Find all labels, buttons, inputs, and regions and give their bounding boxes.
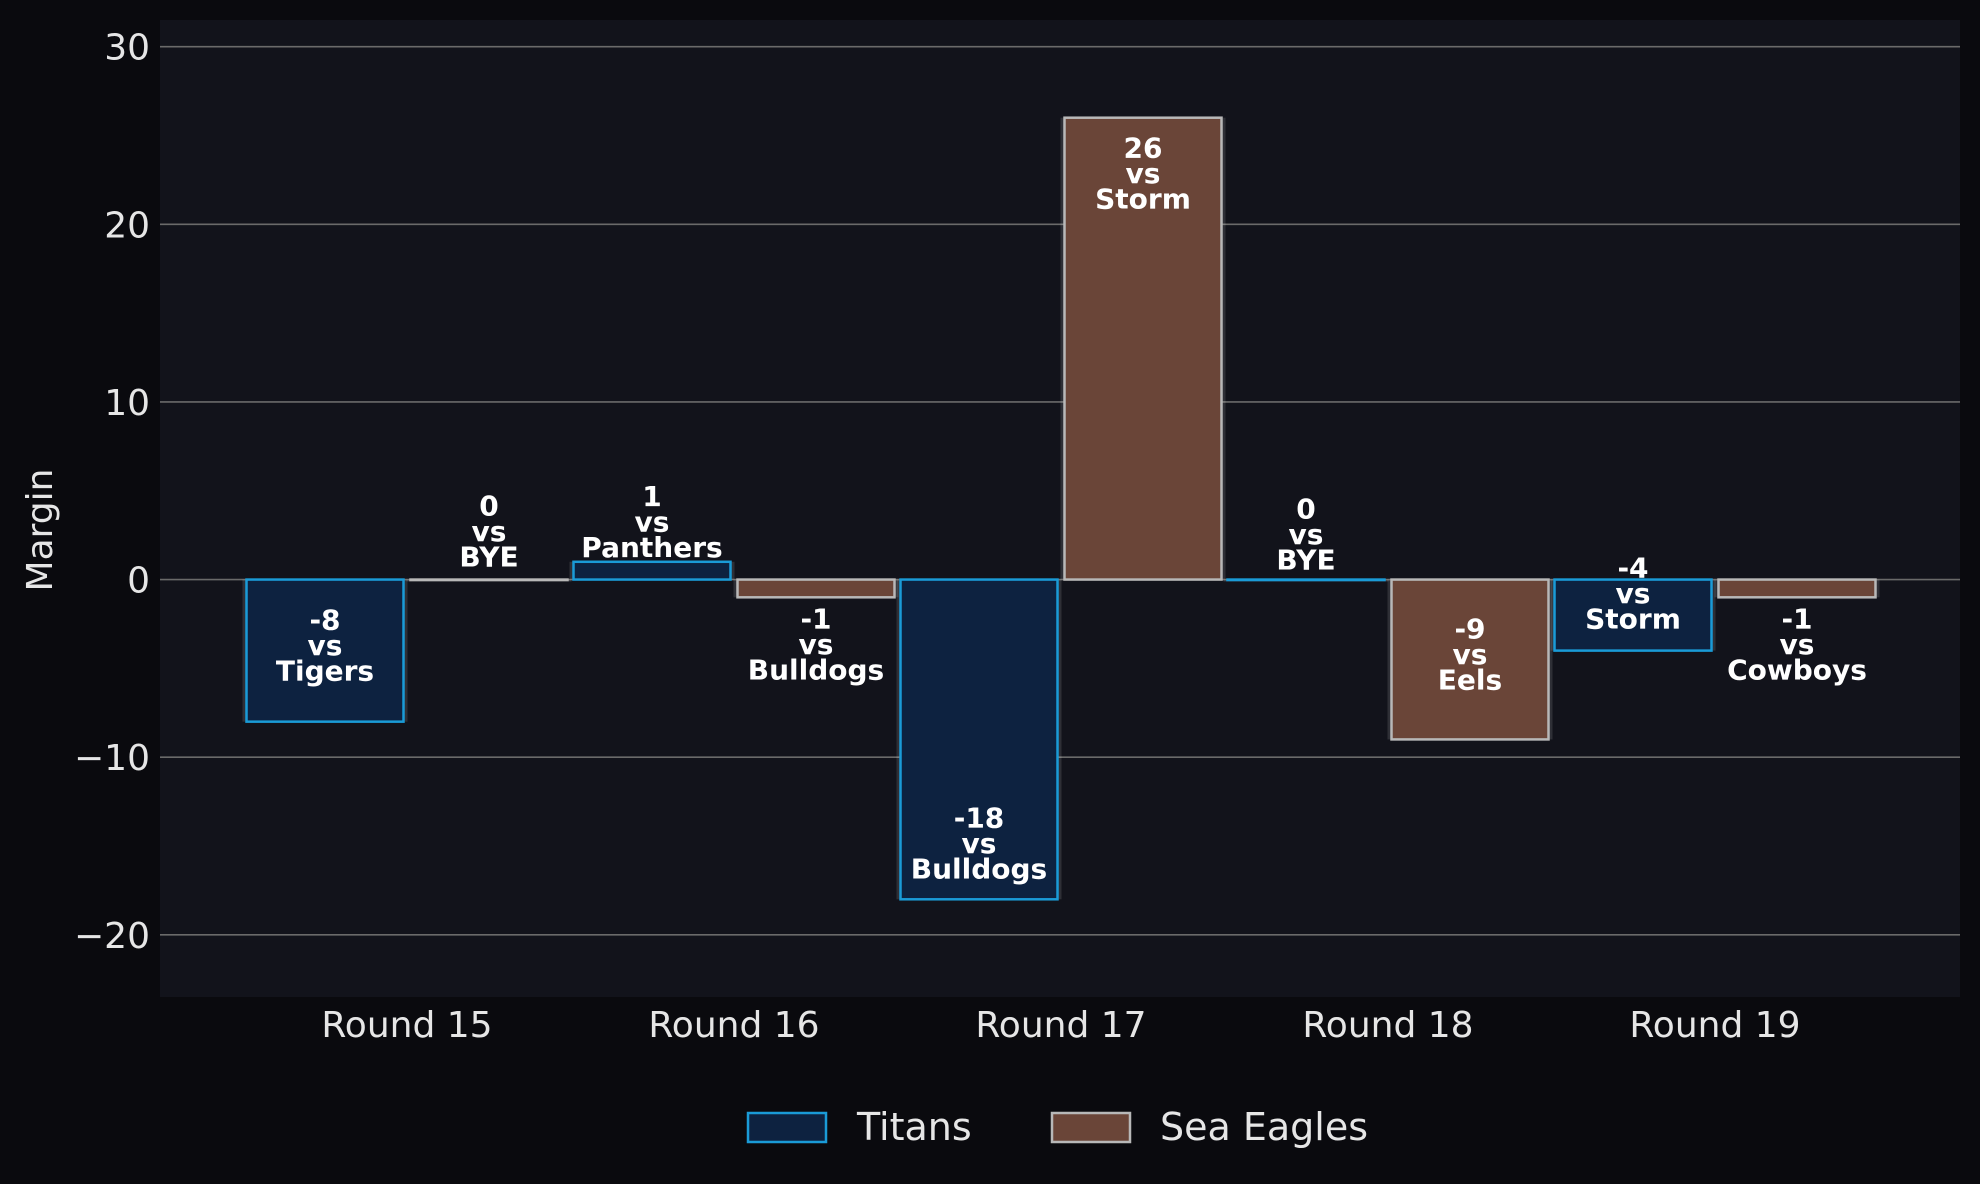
bar-titans: [245, 578, 405, 723]
bar-data-label: vs: [472, 515, 507, 548]
bar-data-label: -9: [1454, 612, 1485, 645]
bar-data-label: vs: [1780, 628, 1815, 661]
bar-data-label: 1: [642, 480, 661, 513]
bar-sea-eagles: [409, 578, 569, 582]
x-tick-label: Round 15: [321, 1005, 492, 1046]
x-axis-ticks: Round 15 Round 16 Round 17 Round 18 Round 19: [321, 1005, 1800, 1046]
bar-labels: -8vsTigers1vsPanthers-18vsBulldogs0vsBYE…: [276, 132, 1867, 886]
x-tick-label: Round 19: [1629, 1005, 1800, 1046]
bar-sea-eagles: [1063, 116, 1223, 581]
bar-data-label: vs: [1126, 157, 1161, 190]
bar-data-label: -1: [1781, 602, 1812, 635]
bar-titans: [899, 578, 1059, 901]
bar-data-label: Tigers: [276, 655, 374, 688]
bar-data-label: Cowboys: [1727, 653, 1867, 686]
y-tick-label: −20: [74, 916, 150, 957]
bar-data-label: vs: [1453, 638, 1488, 671]
bar-sea-eagles: [736, 578, 896, 599]
bar-data-label: BYE: [1276, 544, 1335, 577]
bars: [242, 116, 1880, 901]
bar-sea-eagles: [1390, 578, 1550, 741]
bar-data-label: 26: [1124, 132, 1163, 165]
bar-data-label: vs: [799, 628, 834, 661]
y-axis-title: Margin: [20, 469, 61, 592]
legend-label: Sea Eagles: [1160, 1105, 1368, 1149]
bar-data-label: vs: [308, 629, 343, 662]
x-tick-label: Round 17: [975, 1005, 1146, 1046]
legend-item: Titans: [746, 1105, 972, 1149]
bar-data-label: Storm: [1585, 603, 1681, 636]
bar-data-label: Storm: [1095, 183, 1191, 216]
legend-swatch: [746, 1111, 828, 1144]
bar-titans: [572, 560, 732, 581]
bar-titans: [1226, 578, 1386, 582]
bar-data-label: Bulldogs: [748, 653, 884, 686]
x-tick-label: Round 18: [1302, 1005, 1473, 1046]
legend-label: Titans: [856, 1105, 972, 1149]
bar-data-label: -8: [309, 604, 340, 637]
bar-data-label: 0: [479, 490, 498, 523]
bar-sea-eagles: [1717, 578, 1877, 599]
y-tick-label: 30: [104, 28, 150, 69]
bar-data-label: -1: [800, 602, 831, 635]
legend: Titans Sea Eagles: [746, 1105, 1368, 1149]
x-tick-label: Round 16: [648, 1005, 819, 1046]
y-tick-label: 10: [104, 383, 150, 424]
bar-data-label: vs: [635, 505, 670, 538]
bar-data-label: -4: [1617, 552, 1648, 585]
bar-data-label: vs: [962, 827, 997, 860]
bar-data-label: Eels: [1438, 663, 1502, 696]
bar-data-label: Bulldogs: [911, 852, 1047, 885]
legend-item: Sea Eagles: [1050, 1105, 1368, 1149]
bar-data-label: 0: [1296, 493, 1315, 526]
bar-data-label: vs: [1616, 577, 1651, 610]
bar-data-label: Panthers: [581, 531, 722, 564]
legend-swatch: [1050, 1111, 1132, 1144]
y-tick-label: 20: [104, 205, 150, 246]
bar-titans: [1553, 578, 1713, 652]
bar-data-label: vs: [1289, 518, 1324, 551]
y-tick-label: −10: [74, 738, 150, 779]
bar-data-label: -18: [954, 801, 1005, 834]
plot-area: [160, 20, 1960, 997]
y-tick-label: 0: [127, 561, 150, 602]
y-axis-ticks: −20 −10 0 10 20 30: [74, 28, 150, 957]
bar-data-label: BYE: [459, 541, 518, 574]
